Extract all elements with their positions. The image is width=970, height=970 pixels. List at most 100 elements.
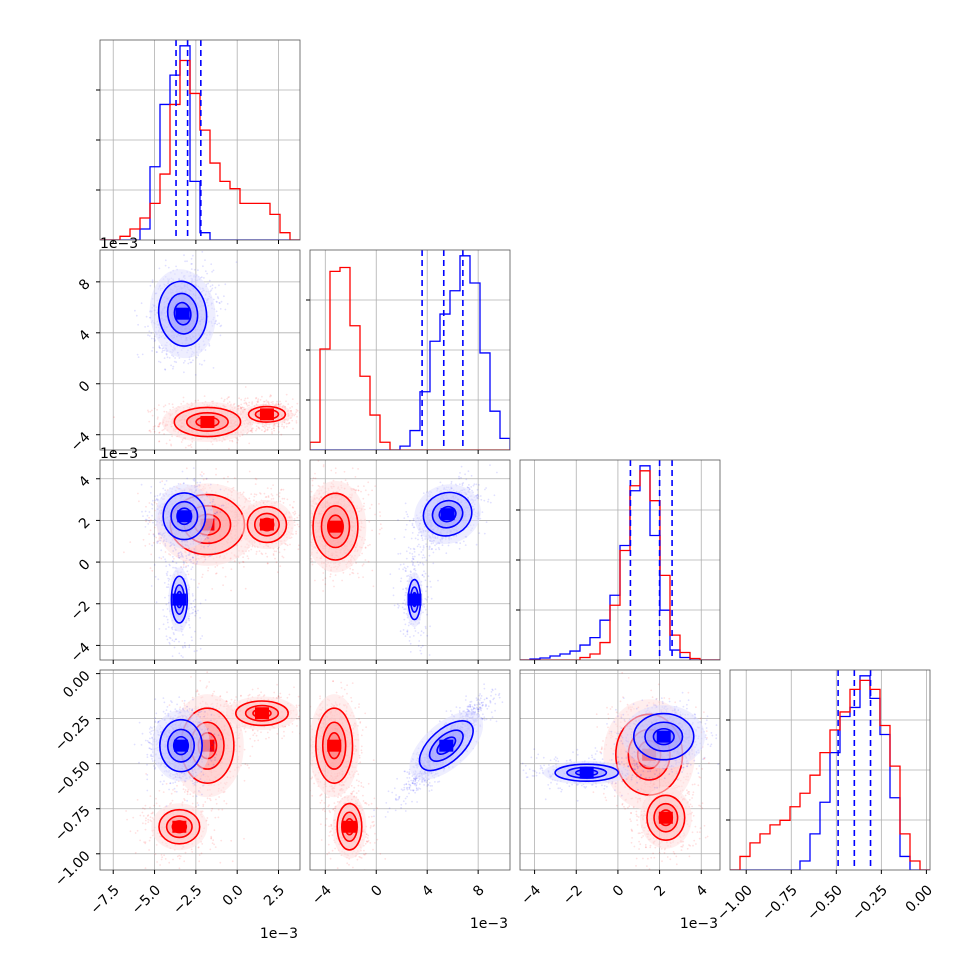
red-sample-point	[265, 399, 268, 402]
red-sample-point	[255, 550, 258, 553]
red-sample-point	[255, 429, 257, 432]
blue-sample-point	[159, 494, 161, 496]
blue-sample-point	[201, 251, 204, 253]
blue-sample-point	[188, 552, 191, 554]
red-sample-point	[159, 422, 162, 424]
red-sample-point	[190, 443, 192, 446]
blue-sample-point	[217, 297, 220, 300]
red-sample-point	[156, 540, 159, 542]
blue-sample-point	[194, 374, 197, 376]
red-sample-point	[157, 416, 159, 419]
red-sample-point	[279, 500, 282, 503]
blue-histogram-0	[100, 45, 300, 240]
blue-sample-point	[151, 279, 154, 282]
blue-sample-point	[204, 558, 207, 561]
red-sample-point	[271, 431, 273, 433]
red-sample-point	[276, 425, 279, 428]
blue-sample-point	[175, 361, 178, 364]
blue-sample-point	[190, 257, 193, 260]
red-sample-point	[147, 409, 149, 412]
red-sample-point	[300, 521, 302, 523]
red-sample-point	[249, 429, 252, 432]
red-sample-point	[263, 430, 266, 433]
red-sample-point	[295, 532, 297, 535]
blue-sample-point	[185, 555, 188, 557]
red-sample-point	[264, 429, 267, 431]
red-sample-point	[207, 567, 210, 569]
blue-sample-point	[184, 260, 187, 263]
red-sample-point	[251, 401, 254, 403]
blue-sample-point	[160, 549, 163, 552]
blue-sample-point	[187, 362, 190, 365]
red-sample-point	[280, 489, 282, 491]
blue-sample-point	[191, 263, 193, 265]
histogram-panel-2	[520, 460, 720, 660]
red-sample-point	[269, 395, 271, 398]
blue-sample-point	[148, 519, 151, 522]
red-sample-point	[263, 400, 266, 403]
red-sample-point	[168, 439, 171, 442]
blue-sample-point	[153, 340, 156, 342]
red-sample-point	[265, 425, 268, 427]
red-sample-point	[284, 542, 286, 545]
red-sample-point	[220, 397, 223, 400]
red-sample-point	[158, 422, 161, 425]
red-sample-point	[292, 511, 295, 514]
red-sample-point	[273, 427, 275, 430]
red-sample-point	[277, 425, 280, 428]
red-sample-point	[156, 408, 159, 411]
red-sample-point	[246, 397, 249, 400]
red-sample-point	[264, 496, 267, 498]
red-sample-point	[295, 408, 298, 411]
red-sample-point	[151, 409, 153, 412]
red-sample-point	[295, 411, 298, 413]
red-sample-point	[238, 397, 241, 400]
red-sample-point	[254, 477, 257, 480]
red-sample-point	[142, 538, 145, 541]
red-sample-point	[129, 541, 132, 543]
red-sample-point	[283, 425, 285, 428]
red-sample-point	[281, 423, 283, 426]
red-sample-point	[170, 443, 172, 446]
blue-sample-point	[210, 494, 212, 497]
red-sample-point	[215, 572, 217, 575]
red-sample-point	[281, 555, 284, 558]
blue-sample-point	[209, 285, 212, 288]
red-sample-point	[270, 487, 273, 490]
blue-sample-point	[156, 542, 159, 544]
blue-sample-point	[150, 332, 153, 334]
red-sample-point	[241, 406, 244, 409]
blue-sample-point	[158, 345, 161, 347]
red-sample-point	[250, 430, 253, 432]
red-sample-point	[211, 588, 214, 590]
red-sample-point	[226, 397, 229, 400]
blue-sample-point	[145, 315, 148, 318]
red-sample-point	[207, 569, 209, 572]
red-sample-point	[201, 471, 203, 473]
red-sample-point	[308, 415, 310, 417]
red-sample-point	[262, 400, 265, 403]
red-sample-point	[272, 425, 275, 427]
blue-sample-point	[200, 276, 203, 279]
blue-sample-point	[220, 300, 223, 303]
red-sample-point	[171, 435, 174, 438]
red-sample-point	[248, 404, 250, 407]
red-sample-point	[159, 542, 162, 545]
red-contour	[173, 406, 242, 438]
red-sample-point	[158, 423, 161, 426]
blue-sample-point	[219, 308, 222, 310]
red-sample-point	[280, 433, 283, 436]
red-sample-point	[148, 429, 151, 432]
blue-sample-point	[211, 493, 214, 496]
red-sample-point	[158, 440, 161, 443]
red-sample-point	[148, 420, 151, 423]
red-sample-point	[285, 422, 288, 425]
blue-sample-point	[163, 349, 166, 352]
red-sample-point	[164, 404, 167, 407]
blue-sample-point	[150, 337, 153, 340]
red-sample-point	[244, 587, 247, 590]
blue-sample-point	[158, 267, 161, 270]
red-sample-point	[164, 551, 167, 553]
red-sample-point	[247, 557, 250, 560]
blue-sample-point	[224, 283, 227, 286]
